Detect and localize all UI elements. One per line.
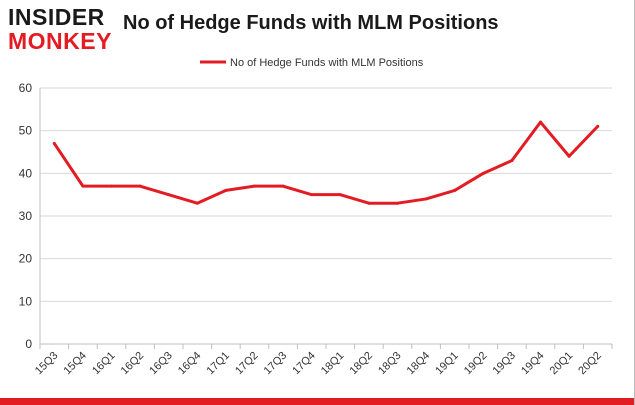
- logo-text-bottom: MONKEY: [8, 28, 112, 54]
- data-point: [195, 201, 199, 205]
- data-point: [567, 154, 571, 158]
- data-point: [52, 141, 56, 145]
- x-tick-label: 15Q3: [33, 350, 61, 378]
- y-tick-label: 40: [19, 166, 33, 180]
- y-tick-label: 20: [19, 252, 33, 266]
- data-point: [338, 193, 342, 197]
- data-point: [539, 120, 542, 124]
- data-point: [310, 193, 314, 197]
- x-tick-label: 19Q2: [462, 350, 490, 378]
- x-tick-label: 18Q3: [376, 350, 404, 378]
- data-point: [396, 201, 399, 205]
- x-tick-label: 19Q3: [490, 350, 518, 378]
- x-tick-label: 16Q3: [147, 350, 175, 378]
- y-tick-label: 30: [19, 209, 33, 223]
- x-tick-label: 18Q4: [405, 350, 433, 378]
- data-point: [367, 201, 371, 205]
- y-tick-label: 10: [19, 294, 33, 308]
- x-tick-label: 20Q2: [576, 350, 604, 378]
- data-point: [81, 184, 85, 188]
- x-tick-label: 18Q1: [319, 350, 347, 378]
- y-tick-label: 0: [25, 337, 32, 351]
- data-point: [510, 159, 514, 163]
- x-tick-label: 17Q3: [262, 350, 290, 378]
- data-point: [453, 188, 457, 192]
- logo-text-top: INSIDER: [8, 4, 105, 30]
- x-tick-label: 16Q2: [119, 350, 147, 378]
- x-tick-label: 18Q2: [347, 350, 375, 378]
- y-tick-label: 60: [19, 81, 33, 95]
- data-point: [224, 188, 228, 192]
- x-tick-label: 19Q4: [519, 350, 547, 378]
- data-point: [167, 193, 171, 197]
- data-point: [281, 184, 285, 188]
- bottom-accent-bar: [0, 398, 635, 405]
- x-tick-label: 20Q1: [548, 350, 576, 378]
- chart-title: No of Hedge Funds with MLM Positions: [123, 12, 499, 34]
- data-point: [110, 184, 113, 188]
- x-tick-label: 17Q1: [204, 350, 232, 378]
- x-tick-label: 19Q1: [433, 350, 461, 378]
- series-line: [52, 120, 600, 205]
- x-tick-label: 16Q1: [90, 350, 118, 378]
- data-point: [424, 197, 428, 201]
- insider-monkey-logo: INSIDER MONKEY: [8, 4, 118, 54]
- data-point: [253, 184, 256, 188]
- legend-label: No of Hedge Funds with MLM Positions: [230, 57, 424, 69]
- x-tick-label: 15Q4: [61, 350, 89, 378]
- data-point: [596, 124, 600, 128]
- x-tick-label: 17Q4: [290, 350, 318, 378]
- data-point: [481, 171, 485, 175]
- y-tick-label: 50: [19, 124, 33, 138]
- x-tick-label: 16Q4: [176, 350, 204, 378]
- data-point: [138, 184, 142, 188]
- x-tick-label: 17Q2: [233, 350, 261, 378]
